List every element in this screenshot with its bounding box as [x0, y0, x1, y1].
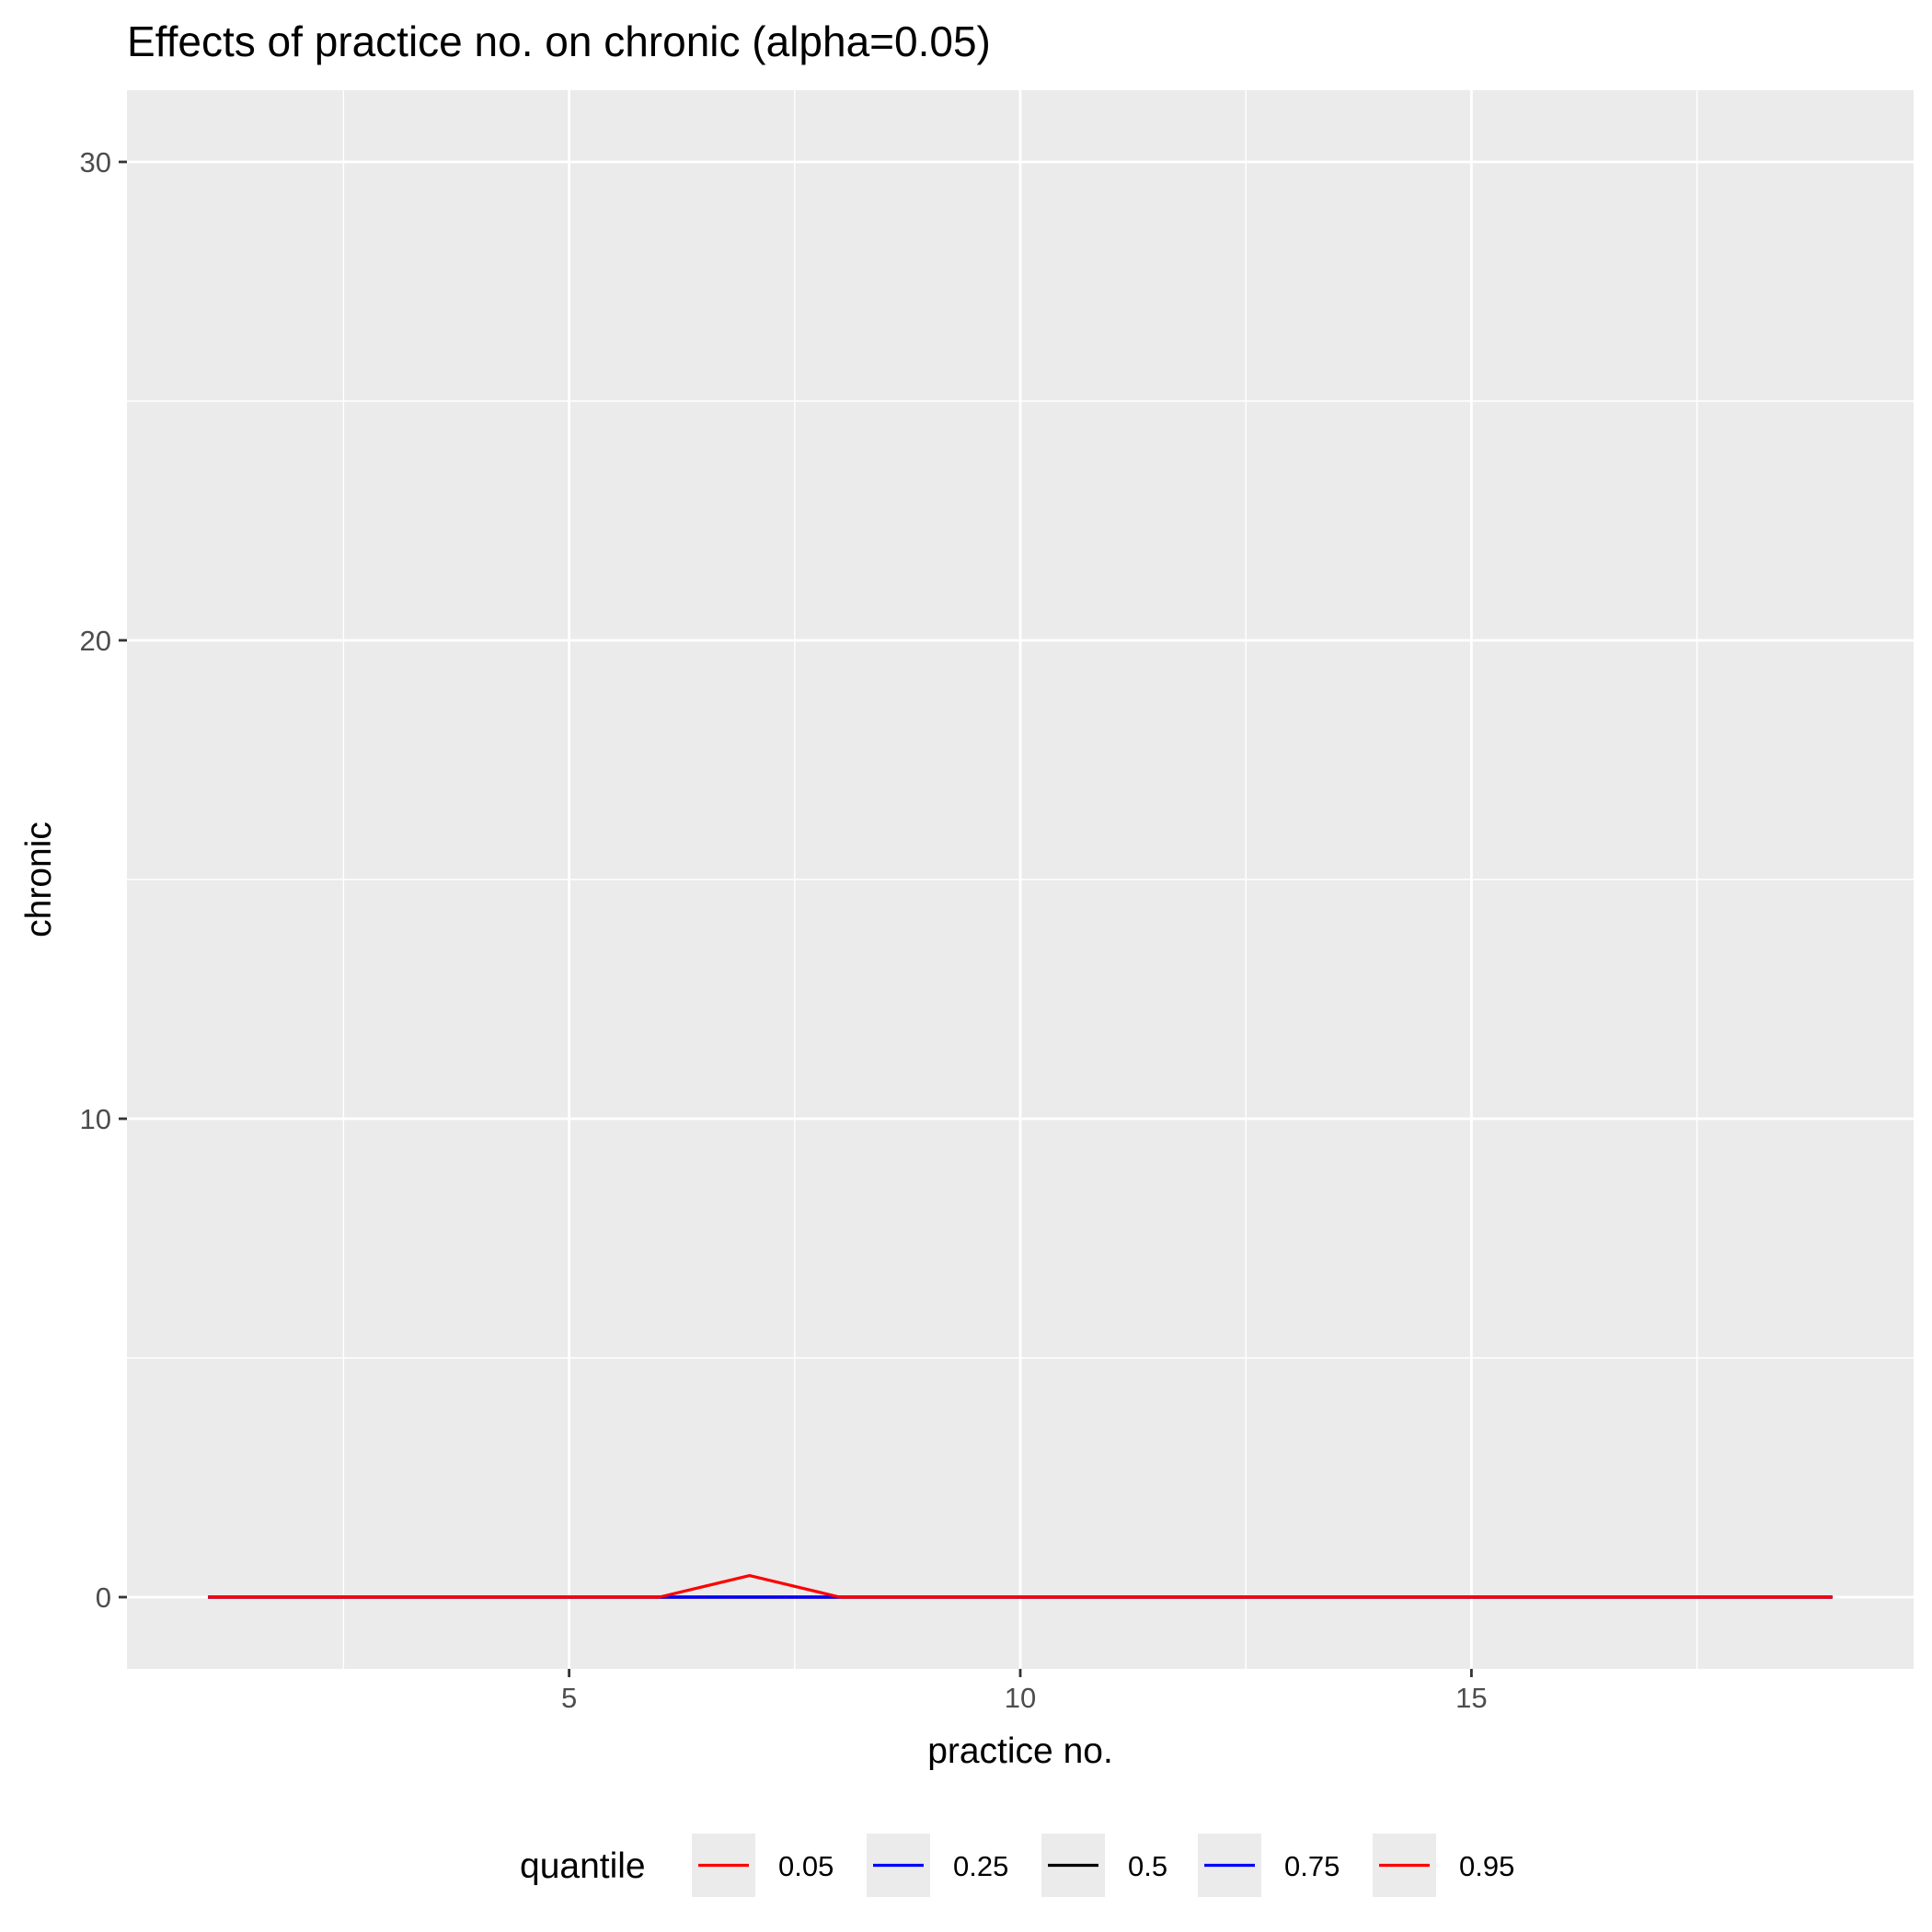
series-lines: [208, 1573, 1833, 1599]
y-tick-label-0: 0: [96, 1581, 111, 1614]
x-tick-label-2: 15: [1455, 1682, 1487, 1714]
chart-title: Effects of practice no. on chronic (alph…: [127, 17, 991, 65]
legend-title: quantile: [520, 1846, 646, 1886]
legend-keys: 0.05 0.25 0.5 0.75 0.95: [692, 1834, 1514, 1897]
series-line-q0_95: [208, 1573, 1833, 1599]
x-tick-label-1: 10: [1005, 1682, 1036, 1714]
legend-label-3: 0.75: [1284, 1850, 1340, 1882]
x-axis: 5 10 15: [561, 1669, 1488, 1714]
y-tick-label-2: 20: [80, 625, 111, 657]
y-tick-label-3: 30: [80, 146, 111, 178]
legend-label-2: 0.5: [1128, 1850, 1167, 1882]
y-axis-title: chronic: [19, 822, 59, 937]
x-axis-title: practice no.: [927, 1731, 1113, 1771]
x-tick-label-0: 5: [561, 1682, 577, 1714]
y-axis: 0 10 20 30: [80, 146, 127, 1614]
legend-label-4: 0.95: [1459, 1850, 1514, 1882]
legend-label-1: 0.25: [953, 1850, 1008, 1882]
legend-label-0: 0.05: [778, 1850, 834, 1882]
legend: quantile 0.05 0.25 0.5 0.75 0.95: [520, 1834, 1514, 1897]
y-tick-label-1: 10: [80, 1103, 111, 1135]
